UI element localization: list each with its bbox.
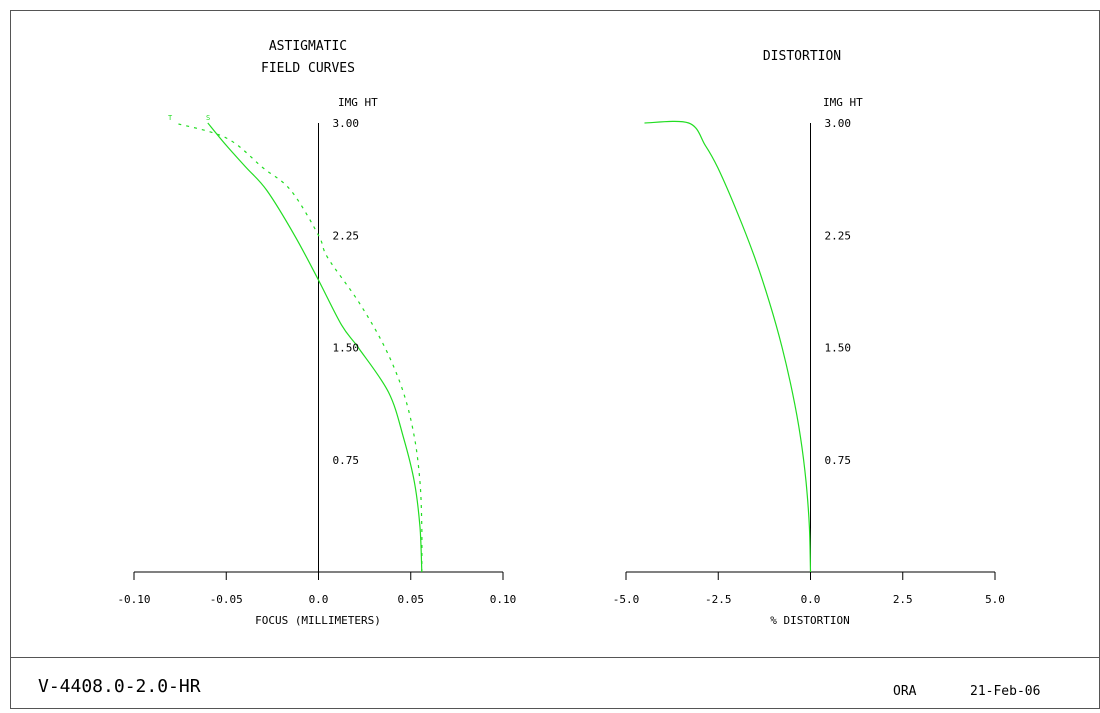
astig-title-line-2: FIELD CURVES — [261, 61, 355, 76]
distortion-ylabel: IMG HT — [823, 96, 863, 109]
org-label: ORA — [893, 684, 917, 699]
lens-id: V-4408.0-2.0-HR — [38, 676, 201, 697]
distortion-chart: DISTORTION IMG HT % DISTORTION -5.0 -2.5 0… — [613, 49, 1005, 627]
distortion-y-tick-label: 1.50 — [825, 342, 852, 355]
astig-curves — [174, 122, 423, 573]
distortion-curves — [644, 120, 812, 573]
distortion-x-tick-label: -5.0 — [613, 593, 640, 606]
astig-ylabel: IMG HT — [338, 96, 378, 109]
distortion-axes — [625, 123, 996, 580]
date-label: 21-Feb-06 — [970, 684, 1040, 699]
distortion-y-tick-label: 2.25 — [825, 229, 852, 242]
astig-y-tick-label: 1.50 — [333, 342, 360, 355]
distortion-x-tick-label: 2.5 — [893, 593, 913, 606]
astig-x-tick-label: 0.10 — [490, 593, 517, 606]
astig-x-tick-label: 0.05 — [398, 593, 425, 606]
astig-series-t-line — [174, 122, 423, 573]
astig-y-tick-label: 2.25 — [333, 229, 360, 242]
astig-y-tick-label: 3.00 — [333, 117, 360, 130]
distortion-x-tick-label: 0.0 — [801, 593, 821, 606]
astig-title-line-1: ASTIGMATIC — [269, 39, 347, 54]
astig-x-tick-label: -0.05 — [210, 593, 243, 606]
astig-y-tick-label: 0.75 — [333, 454, 360, 467]
astig-x-tick-label: 0.0 — [309, 593, 329, 606]
astig-series-s-line — [207, 122, 423, 573]
distortion-x-tick-label: -2.5 — [705, 593, 732, 606]
astig-axes — [133, 123, 504, 580]
astig-xlabel: FOCUS (MILLIMETERS) — [255, 614, 381, 627]
series-label-s: S — [206, 114, 210, 122]
astig-x-tick-labels: -0.10 -0.05 0.0 0.05 0.10 — [117, 593, 516, 606]
distortion-series-curve-line — [644, 120, 812, 573]
distortion-x-tick-label: 5.0 — [985, 593, 1005, 606]
astig-y-tick-labels: 0.75 1.50 2.25 3.00 — [333, 117, 360, 467]
outer-border — [10, 10, 1100, 709]
distortion-y-tick-labels: 0.75 1.50 2.25 3.00 — [825, 117, 852, 467]
distortion-title: DISTORTION — [763, 49, 841, 64]
astigmatic-chart: ASTIGMATIC FIELD CURVES IMG HT FOCUS (MI… — [117, 39, 516, 627]
distortion-x-tick-labels: -5.0 -2.5 0.0 2.5 5.0 — [613, 593, 1005, 606]
astig-x-tick-label: -0.10 — [117, 593, 150, 606]
distortion-y-tick-label: 0.75 — [825, 454, 852, 467]
distortion-xlabel: % DISTORTION — [770, 614, 849, 627]
distortion-y-tick-label: 3.00 — [825, 117, 852, 130]
series-label-t: T — [168, 114, 173, 122]
